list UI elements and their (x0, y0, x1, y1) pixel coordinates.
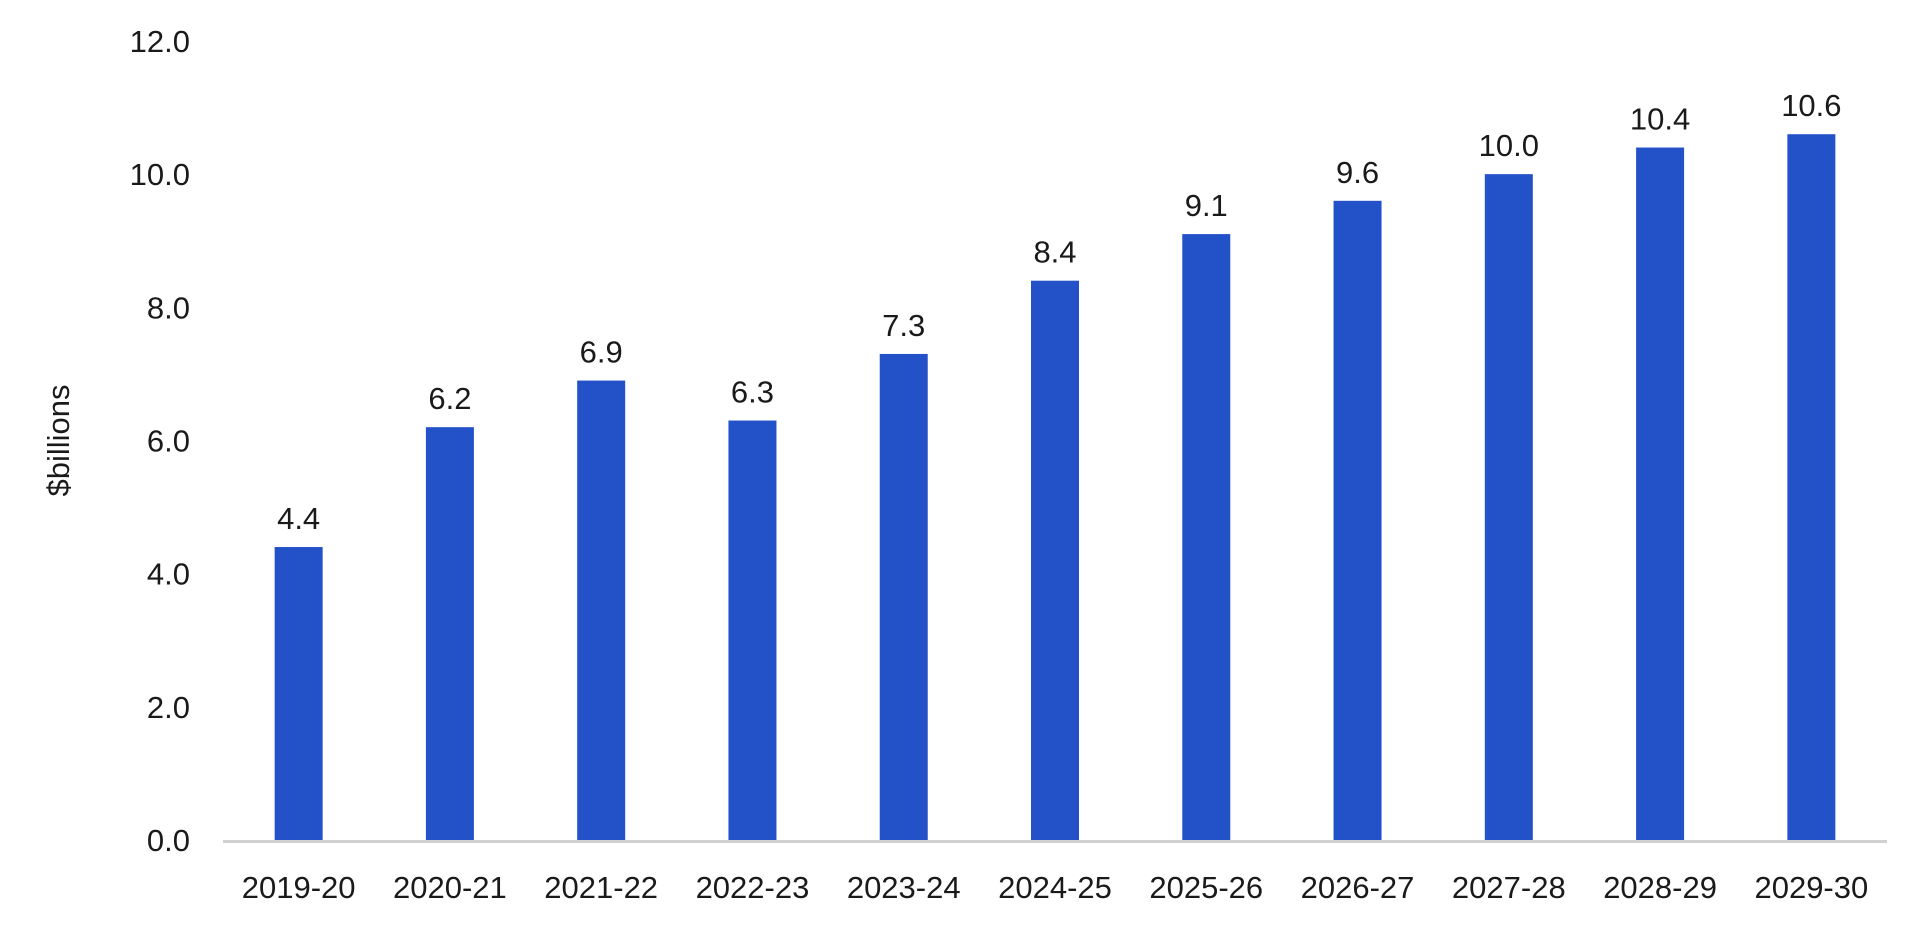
x-category-label: 2027-28 (1452, 870, 1566, 905)
y-tick-label: 10.0 (130, 157, 190, 192)
y-tick-label: 12.0 (130, 24, 190, 59)
bar (728, 420, 777, 840)
data-label: 4.4 (277, 501, 320, 536)
bar (1484, 174, 1533, 840)
data-label: 10.0 (1479, 128, 1539, 163)
data-label: 6.2 (428, 381, 471, 416)
x-category-label: 2025-26 (1149, 870, 1263, 905)
y-axis-title: $billions (41, 384, 76, 496)
data-label: 10.6 (1781, 88, 1841, 123)
data-label: 7.3 (882, 308, 925, 343)
data-labels: 4.4 6.2 6.9 6.3 7.3 8.4 9.1 9.6 10.0 10.4 10.6 (277, 88, 1841, 536)
bar (577, 380, 626, 840)
x-category-label: 2023-24 (847, 870, 961, 905)
data-label: 9.6 (1336, 155, 1379, 190)
bar (879, 353, 928, 840)
data-label: 6.3 (731, 375, 774, 410)
bar (274, 547, 323, 840)
y-axis-ticks: 0.0 2.0 4.0 6.0 8.0 10.0 12.0 (130, 24, 190, 858)
data-label: 8.4 (1033, 235, 1076, 270)
x-category-label: 2024-25 (998, 870, 1112, 905)
x-category-label: 2022-23 (696, 870, 810, 905)
x-axis-category-labels: 2019-20 2020-21 2021-22 2022-23 2023-24 2024-… (242, 870, 1869, 905)
bar (1182, 234, 1231, 840)
y-tick-label: 4.0 (147, 557, 190, 592)
data-label: 6.9 (580, 335, 623, 370)
y-tick-label: 2.0 (147, 690, 190, 725)
bar (1031, 280, 1079, 840)
x-category-label: 2021-22 (544, 870, 658, 905)
x-category-label: 2019-20 (242, 870, 356, 905)
y-tick-label: 8.0 (147, 290, 190, 325)
x-category-label: 2029-30 (1754, 870, 1868, 905)
bars (274, 134, 1836, 841)
x-category-label: 2028-29 (1603, 870, 1717, 905)
bar (1787, 134, 1836, 840)
x-category-label: 2026-27 (1301, 870, 1415, 905)
data-label: 10.4 (1630, 102, 1690, 137)
y-tick-label: 0.0 (147, 823, 190, 858)
y-tick-label: 6.0 (147, 424, 190, 459)
bar (425, 427, 474, 840)
x-category-label: 2020-21 (393, 870, 507, 905)
bar (1333, 200, 1382, 841)
bar (1636, 147, 1685, 841)
data-label: 9.1 (1185, 188, 1228, 223)
